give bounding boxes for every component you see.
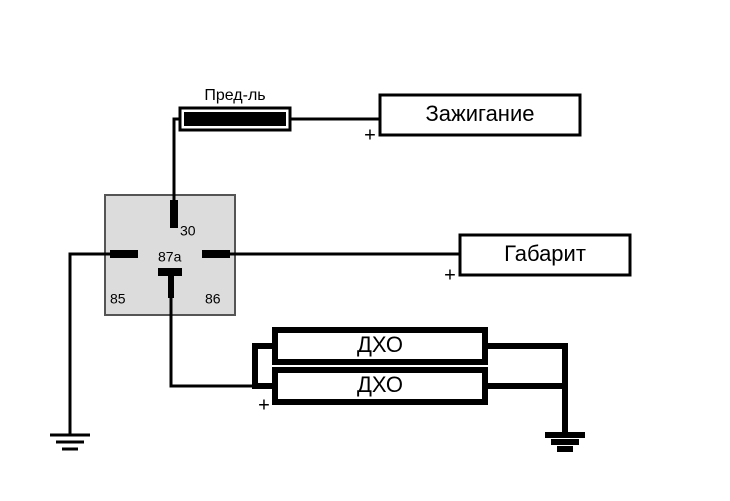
ignition-label: Зажигание: [426, 101, 535, 126]
relay-pin-86-label: 86: [205, 291, 221, 307]
relay-pin-86: [202, 250, 230, 258]
relay-pin-87a-stem: [168, 276, 174, 298]
ground-left-icon: [50, 435, 90, 449]
ignition-plus-icon: +: [364, 125, 376, 147]
marker-plus-icon: +: [444, 265, 456, 287]
relay-pin-87a-bar: [158, 268, 182, 276]
drl1-label: ДХО: [357, 332, 403, 357]
relay-pin-30-label: 30: [180, 223, 196, 239]
relay-pin-87a-label: 87а: [158, 249, 182, 265]
relay-pin-30: [170, 200, 178, 228]
relay-pin-85-label: 85: [110, 291, 126, 307]
drl2-label: ДХО: [357, 372, 403, 397]
drl-plus-icon: +: [258, 395, 270, 417]
fuse-inner: [184, 112, 286, 126]
ground-right-icon: [545, 435, 585, 449]
wire-drl-right-to-ground: [485, 346, 565, 435]
marker-label: Габарит: [504, 241, 586, 266]
fuse-label: Пред-ль: [204, 87, 265, 104]
relay-pin-85: [110, 250, 138, 258]
